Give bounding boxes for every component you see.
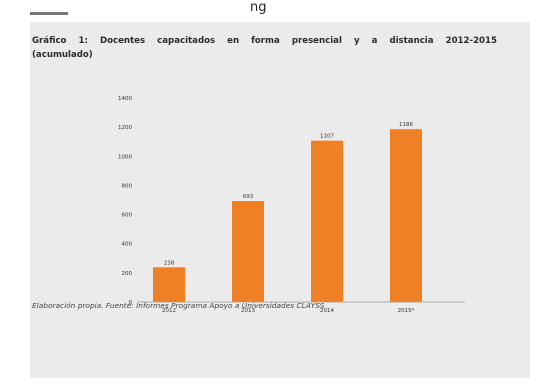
bar-2015* [390, 129, 422, 302]
bar-2012 [153, 267, 185, 302]
data-label: 1186 [399, 122, 413, 128]
x-tick-label: 2015* [398, 308, 415, 314]
y-tick-label: 1400 [118, 96, 132, 102]
page-heading-fragment: ng [250, 0, 267, 15]
y-tick-label: 400 [122, 242, 133, 248]
x-tick-label: 2012 [162, 308, 176, 314]
chart-panel [30, 22, 530, 378]
data-label: 1107 [320, 134, 334, 140]
chart-source-note: Elaboración propia. Fuente: Informes Pro… [32, 301, 325, 310]
y-tick-label: 0 [129, 300, 133, 306]
data-label: 238 [164, 260, 175, 266]
y-tick-label: 1200 [118, 125, 132, 131]
y-tick-label: 1000 [118, 154, 132, 160]
chart-title: Gráfico 1: Docentes capacitados en forma… [32, 36, 497, 60]
header-rule [30, 12, 68, 15]
x-tick-label: 2013 [241, 308, 255, 314]
bar-2014 [311, 140, 343, 302]
x-tick-label: 2014 [320, 308, 334, 314]
y-tick-label: 600 [122, 213, 133, 219]
bar-2013 [232, 201, 264, 302]
y-tick-label: 200 [122, 271, 133, 277]
y-tick-label: 800 [122, 183, 133, 189]
data-label: 693 [243, 194, 254, 200]
